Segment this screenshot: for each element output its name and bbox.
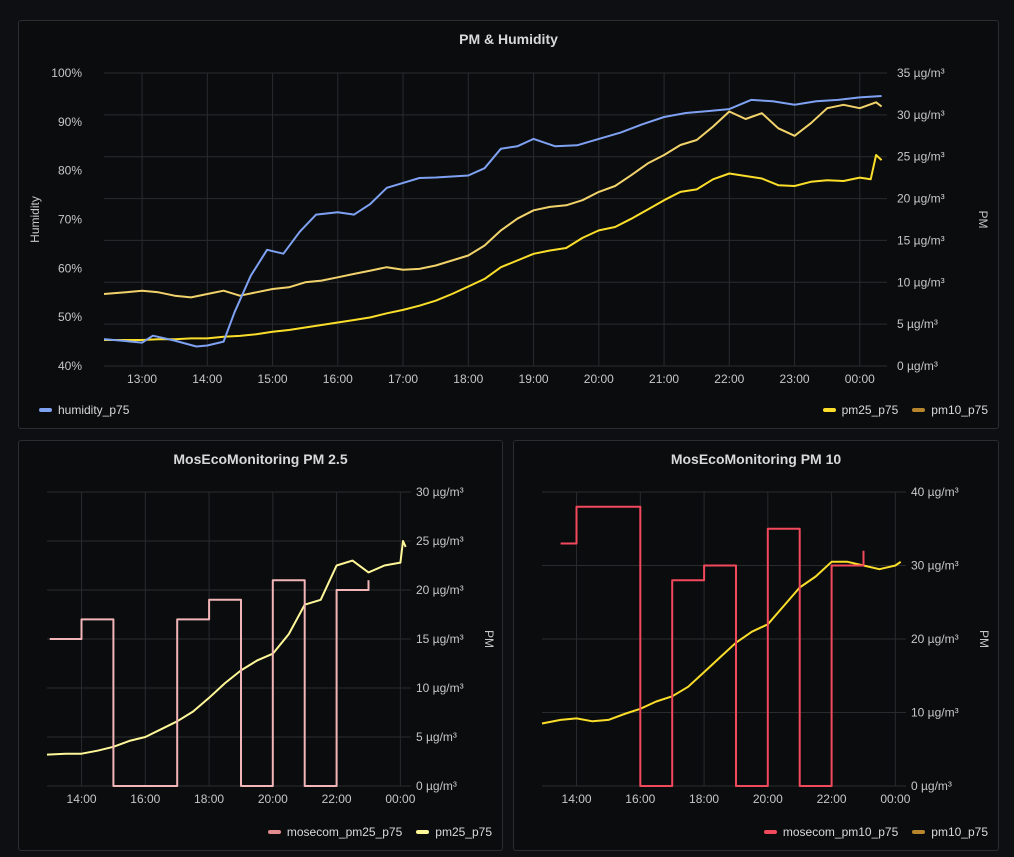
legend-swatch <box>912 830 926 834</box>
x-tick-label: 18:00 <box>689 792 719 806</box>
y-tick-label-right: 10 µg/m³ <box>897 275 945 289</box>
legend-swatch <box>39 408 52 412</box>
chart-pm25: 0 µg/m³ 5 µg/m³ 10 µg/m³ 15 µg/m³ 20 µg/m³ 25… <box>46 485 496 806</box>
legend-swatch <box>763 830 777 834</box>
x-tick-label: 19:00 <box>519 372 549 386</box>
y-axis-label-right: PM <box>976 211 990 229</box>
x-tick-label: 14:00 <box>562 792 592 806</box>
y-tick-label-left: 50% <box>58 310 82 324</box>
y-tick-label-right: 5 µg/m³ <box>416 730 457 744</box>
y-tick-label-left: 100% <box>51 66 82 80</box>
x-tick-label: 14:00 <box>67 792 97 806</box>
y-tick-label-right: 0 µg/m³ <box>897 359 938 373</box>
x-tick-label: 22:00 <box>322 792 352 806</box>
y-tick-label-left: 70% <box>58 213 82 227</box>
y-tick-label-right: 40 µg/m³ <box>911 485 959 499</box>
y-tick-label-right: 15 µg/m³ <box>897 233 945 247</box>
legend-swatch <box>267 830 281 834</box>
panel-title[interactable]: MosEcoMonitoring PM 2.5 <box>173 451 348 467</box>
series-line-mosecom_pm25_p75 <box>49 579 370 787</box>
x-tick-label: 18:00 <box>194 792 224 806</box>
series-line-pm10_p75 <box>541 560 902 725</box>
panel-pm-humidity: PM & Humidity 0 µg/m³ 5 µg/m³ 10 µg/m³ 15 µ… <box>18 20 999 429</box>
y-tick-label-right: 30 µg/m³ <box>897 108 945 122</box>
y-tick-label-right: 0 µg/m³ <box>416 779 457 793</box>
series-line-pm10_p75 <box>103 101 883 299</box>
legend-swatch <box>912 408 926 412</box>
series-line-humidity_p75 <box>103 95 882 348</box>
legend-item-pm10_p75[interactable]: pm10_p75 <box>912 403 988 417</box>
x-tick-label: 22:00 <box>817 792 847 806</box>
chart-pm10: 0 µg/m³ 10 µg/m³ 20 µg/m³ 30 µg/m³ 40 µg/m³ P… <box>541 485 991 806</box>
x-tick-label: 21:00 <box>649 372 679 386</box>
y-tick-label-right: 30 µg/m³ <box>416 485 464 499</box>
y-tick-label-right: 30 µg/m³ <box>911 559 959 573</box>
x-tick-label: 13:00 <box>127 372 157 386</box>
legend-right: mosecom_pm25_p75 pm25_p75 <box>267 825 492 839</box>
x-tick-label: 00:00 <box>845 372 875 386</box>
legend-right: mosecom_pm10_p75 pm10_p75 <box>763 825 988 839</box>
x-tick-label: 17:00 <box>388 372 418 386</box>
y-tick-label-right: 25 µg/m³ <box>416 534 464 548</box>
legend-label: pm25_p75 <box>841 403 899 417</box>
x-tick-label: 15:00 <box>258 372 288 386</box>
y-tick-label-left: 60% <box>58 261 82 275</box>
legend-label: pm10_p75 <box>931 825 988 839</box>
y-axis-label-left: Humidity <box>28 196 42 243</box>
x-tick-label: 16:00 <box>625 792 655 806</box>
legend-item-mosecom_pm25_p75[interactable]: mosecom_pm25_p75 <box>267 825 403 839</box>
y-tick-label-right: 15 µg/m³ <box>416 632 464 646</box>
y-tick-label-right: 20 µg/m³ <box>911 632 959 646</box>
x-tick-label: 00:00 <box>880 792 910 806</box>
x-tick-label: 18:00 <box>453 372 483 386</box>
series-line-mosecom_pm10_p75 <box>560 505 865 787</box>
y-tick-label-right: 20 µg/m³ <box>897 192 945 206</box>
legend-item-humidity_p75[interactable]: humidity_p75 <box>39 403 129 417</box>
legend-left: humidity_p75 <box>39 403 129 417</box>
y-tick-label-right: 20 µg/m³ <box>416 583 464 597</box>
x-tick-label: 22:00 <box>714 372 744 386</box>
series-line-pm25_p75 <box>104 154 883 341</box>
y-axis-label-right: PM <box>977 630 991 648</box>
y-tick-label-right: 10 µg/m³ <box>911 706 959 720</box>
y-tick-label-right: 35 µg/m³ <box>897 66 945 80</box>
x-tick-label: 00:00 <box>385 792 415 806</box>
x-tick-label: 20:00 <box>753 792 783 806</box>
panel-title[interactable]: MosEcoMonitoring PM 10 <box>670 451 842 467</box>
panel-pm25: MosEcoMonitoring PM 2.5 0 µg/m³ 5 µg/m³ 10… <box>18 440 503 851</box>
x-tick-label: 16:00 <box>130 792 160 806</box>
legend-label: mosecom_pm25_p75 <box>286 825 403 839</box>
x-tick-label: 20:00 <box>258 792 288 806</box>
y-tick-label-right: 25 µg/m³ <box>897 150 945 164</box>
legend-item-pm25_p75[interactable]: pm25_p75 <box>416 825 492 839</box>
x-tick-label: 16:00 <box>323 372 353 386</box>
x-tick-label: 14:00 <box>192 372 222 386</box>
legend-label: mosecom_pm10_p75 <box>782 825 899 839</box>
y-tick-label-right: 0 µg/m³ <box>911 779 952 793</box>
legend-label: humidity_p75 <box>58 403 130 417</box>
legend-label: pm10_p75 <box>931 403 988 417</box>
y-tick-label-left: 90% <box>58 115 82 129</box>
legend-item-pm10_p75[interactable]: pm10_p75 <box>912 825 988 839</box>
x-tick-label: 23:00 <box>780 372 810 386</box>
y-tick-label-left: 40% <box>58 359 82 373</box>
legend-item-mosecom_pm10_p75[interactable]: mosecom_pm10_p75 <box>763 825 899 839</box>
legend-right: pm25_p75 pm10_p75 <box>822 403 988 417</box>
legend-swatch <box>416 830 430 834</box>
legend-item-pm25_p75[interactable]: pm25_p75 <box>822 403 899 417</box>
series-line-pm25_p75 <box>46 540 407 756</box>
y-tick-label-right: 10 µg/m³ <box>416 681 464 695</box>
legend-label: pm25_p75 <box>435 825 492 839</box>
panel-title[interactable]: PM & Humidity <box>459 31 558 47</box>
chart-pm-humidity: 0 µg/m³ 5 µg/m³ 10 µg/m³ 15 µg/m³ 20 µg/m³ 25… <box>28 66 990 386</box>
y-tick-label-left: 80% <box>58 164 82 178</box>
panel-pm10: MosEcoMonitoring PM 10 0 µg/m³ 10 µg/m³ 20… <box>513 440 999 851</box>
y-axis-label-right: PM <box>482 630 496 648</box>
legend-swatch <box>822 408 836 412</box>
y-tick-label-right: 5 µg/m³ <box>897 317 938 331</box>
x-tick-label: 20:00 <box>584 372 614 386</box>
